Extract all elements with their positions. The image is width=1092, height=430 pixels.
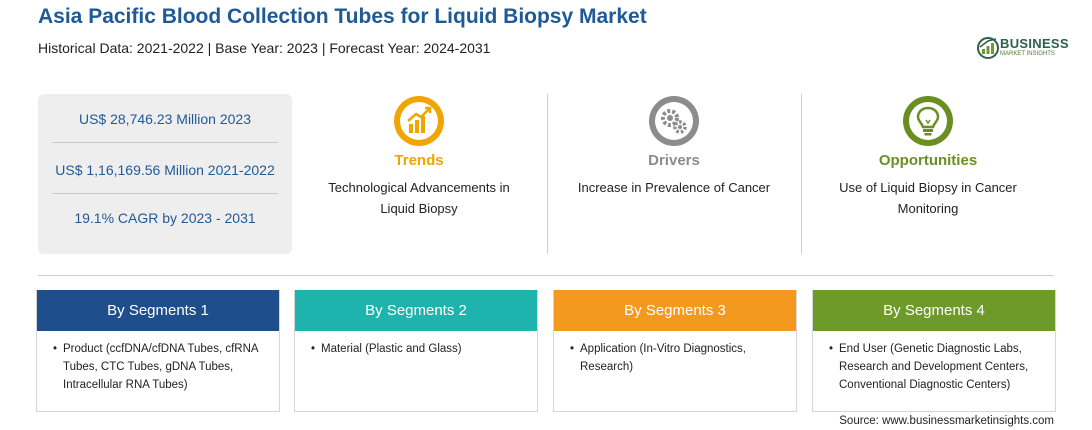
opportunities-text: Use of Liquid Biopsy in Cancer Monitorin… (839, 180, 1017, 216)
segment-card-4: By Segments 4 • End User (Genetic Diagno… (812, 290, 1056, 412)
bullet-marker: • (311, 343, 316, 355)
rising-chart-icon (394, 96, 444, 146)
drivers-heading: Drivers (648, 152, 700, 169)
stat-divider (52, 142, 278, 143)
stat-divider (52, 193, 278, 194)
segment-1-text: Product (ccfDNA/cfDNA Tubes, cfRNA Tubes… (63, 343, 258, 391)
trends-text: Technological Advancements in Liquid Bio… (328, 180, 510, 216)
logo-tagline: MARKET INSIGHTS (1000, 51, 1055, 57)
vertical-divider (801, 94, 802, 254)
segment-3-text: Application (In-Vitro Diagnostics, Resea… (580, 343, 746, 373)
segment-4-header: By Segments 4 (813, 290, 1055, 331)
opportunities-column: Opportunities Use of Liquid Biopsy in Ca… (803, 94, 1053, 219)
segment-2-body: • Material (Plastic and Glass) (295, 331, 537, 358)
page-subtitle: Historical Data: 2021-2022 | Base Year: … (38, 40, 491, 56)
gears-icon (649, 96, 699, 146)
lightbulb-icon (903, 96, 953, 146)
segment-card-2: By Segments 2 • Material (Plastic and Gl… (294, 290, 538, 412)
drivers-column: Drivers Increase in Prevalence of Cancer (549, 94, 799, 198)
bullet-marker: • (570, 343, 575, 355)
drivers-text: Increase in Prevalence of Cancer (577, 180, 771, 195)
segment-1-body: • Product (ccfDNA/cfDNA Tubes, cfRNA Tub… (37, 331, 279, 394)
brand-logo[interactable]: BUSINESS MARKET INSIGHTS (976, 33, 1086, 63)
logo-globe-icon (977, 37, 999, 59)
opportunities-heading: Opportunities (878, 152, 978, 169)
segment-card-3: By Segments 3 • Application (In-Vitro Di… (553, 290, 797, 412)
vertical-divider (547, 94, 548, 254)
horizontal-divider (38, 275, 1054, 276)
bullet-marker: • (829, 343, 834, 355)
page-title: Asia Pacific Blood Collection Tubes for … (38, 5, 647, 28)
trends-heading: Trends (394, 152, 444, 169)
bullet-marker: • (53, 343, 58, 355)
segment-4-body: • End User (Genetic Diagnostic Labs, Res… (813, 331, 1055, 394)
stat-cagr: 19.1% CAGR by 2023 - 2031 (74, 210, 256, 226)
source-credit: Source: www.businessmarketinsights.com (839, 415, 1054, 427)
stat-market-value-2023: US$ 28,746.23 Million 2023 (78, 111, 251, 127)
trends-column: Trends Technological Advancements in Liq… (294, 94, 544, 219)
segment-4-text: End User (Genetic Diagnostic Labs, Resea… (839, 343, 1029, 391)
segment-3-header: By Segments 3 (554, 290, 796, 331)
segment-card-1: By Segments 1 • Product (ccfDNA/cfDNA Tu… (36, 290, 280, 412)
segment-2-text: Material (Plastic and Glass) (321, 343, 462, 355)
stat-historical-value: US$ 1,16,169.56 Million 2021-2022 (55, 162, 275, 178)
segment-3-body: • Application (In-Vitro Diagnostics, Res… (554, 331, 796, 376)
stats-panel: US$ 28,746.23 Million 2023 US$ 1,16,169.… (38, 94, 292, 254)
segment-1-header: By Segments 1 (37, 290, 279, 331)
logo-name: BUSINESS (1000, 36, 1069, 51)
segment-2-header: By Segments 2 (295, 290, 537, 331)
